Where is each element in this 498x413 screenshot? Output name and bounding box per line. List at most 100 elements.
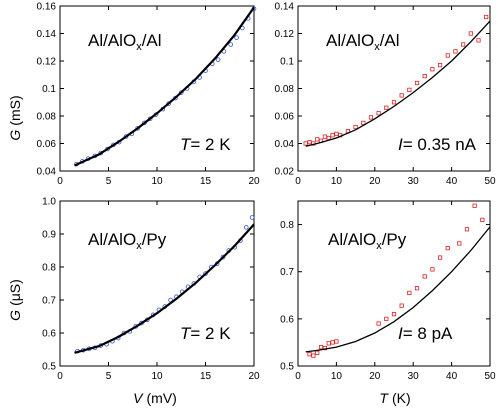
y-tick-label: 0.06 — [275, 112, 295, 123]
data-point — [414, 286, 420, 291]
data-point — [376, 321, 381, 326]
data-point — [303, 141, 308, 146]
y-tick-label: 0.14 — [275, 2, 295, 13]
x-tick-label: 0 — [295, 176, 301, 187]
x-tick-label: 10 — [331, 176, 343, 187]
data-point — [376, 111, 381, 116]
data-point — [215, 57, 221, 62]
x-tick-label: 40 — [446, 176, 458, 187]
condition-label: I= 0.35 nA — [398, 135, 477, 154]
y-tick-label: 0.8 — [42, 263, 56, 274]
data-point — [307, 140, 312, 145]
data-point — [322, 345, 327, 351]
y-tick-label: 0.12 — [275, 29, 295, 40]
data-point — [315, 350, 320, 355]
x-tick-label: 50 — [484, 176, 496, 187]
x-tick-label: 0 — [57, 371, 63, 382]
data-point — [307, 352, 312, 357]
y-tick-label: 0.9 — [42, 230, 56, 241]
x-tick-label: 10 — [151, 371, 163, 382]
y-tick-label: 0.14 — [37, 29, 57, 40]
y-tick-label: 0.04 — [37, 167, 57, 178]
y-tick-label: 0.04 — [275, 139, 295, 150]
data-point — [414, 80, 420, 86]
data-point — [361, 120, 366, 125]
x-tick-label: 15 — [200, 176, 212, 187]
y-axis-label-top: G(mS) — [7, 95, 23, 140]
x-tick-label: 20 — [369, 371, 381, 382]
x-tick-label: 30 — [408, 371, 420, 382]
fit-curve — [74, 223, 255, 354]
data-point — [407, 290, 412, 296]
y-tick-label: 0.1 — [280, 57, 294, 68]
y-tick-label: 0.02 — [275, 167, 295, 178]
x-tick-label: 15 — [200, 371, 212, 382]
data-point — [399, 93, 404, 98]
x-tick-label: 10 — [331, 371, 343, 382]
y-tick-label: 0.08 — [37, 112, 57, 123]
condition-label: T= 2 K — [180, 135, 231, 154]
x-tick-label: 0 — [295, 371, 301, 382]
data-point — [430, 67, 435, 72]
x-tick-label: 10 — [151, 176, 163, 187]
data-point — [243, 225, 249, 230]
y-tick-label: 0.1 — [42, 84, 56, 95]
data-point — [384, 316, 389, 321]
y-tick-label: 0.06 — [37, 139, 57, 150]
data-point — [422, 274, 427, 279]
x-tick-label: 30 — [408, 176, 420, 187]
data-point — [407, 87, 412, 92]
data-point — [334, 131, 339, 136]
y-tick-label: 0.6 — [280, 314, 294, 325]
x-tick-label: 0 — [57, 176, 63, 187]
junction-label: Al/AlOx/Al — [326, 31, 400, 53]
y-axis-label-bottom: G(μS) — [7, 279, 23, 321]
data-point — [457, 241, 462, 246]
condition-label: T= 2 K — [180, 324, 231, 343]
y-tick-label: 0.6 — [42, 329, 56, 340]
data-point — [437, 63, 443, 68]
data-point — [422, 74, 427, 79]
panel-top-right: 0 10 20 30 40 50 0.02 0.04 0.06 0.08 0.1 0.12 0.14 Al… — [275, 2, 496, 188]
data-point — [461, 42, 466, 47]
data-point — [437, 255, 443, 260]
data-point — [384, 105, 389, 110]
data-point — [391, 312, 397, 317]
condition-label: I= 8 pA — [398, 324, 453, 343]
data-point — [445, 53, 450, 58]
fit-curve — [305, 20, 491, 147]
data-point — [480, 217, 485, 222]
data-point — [135, 126, 140, 131]
data-point — [399, 303, 404, 308]
fit-curve — [305, 226, 491, 353]
fit-curve — [74, 6, 255, 167]
x-tick-label: 40 — [446, 371, 458, 382]
data-point — [322, 134, 327, 139]
panel-top-left: 0 5 10 15 20 0.04 0.06 0.08 0.1 0.12 0.14 0.16 Al/Al… — [37, 2, 260, 188]
data-point — [368, 115, 374, 120]
data-point — [476, 38, 481, 43]
x-tick-label: 5 — [106, 176, 112, 187]
data-point — [453, 49, 458, 54]
y-tick-label: 0.8 — [280, 220, 294, 231]
y-tick-label: 0.08 — [275, 84, 295, 95]
data-point — [430, 267, 435, 272]
panel-bottom-right: 0 10 20 30 40 50 0.5 0.6 0.7 0.8 Al/AlOx/Py I= 8 pA — [280, 200, 496, 382]
panel-bottom-left: 0 5 10 15 20 0.5 0.6 0.7 0.8 0.9 1.0 Al/AlOx/Py T= 2… — [42, 197, 260, 383]
x-tick-label: 20 — [248, 176, 260, 187]
x-tick-label: 20 — [248, 371, 260, 382]
junction-label: Al/AlOx/Py — [88, 230, 167, 252]
x-axis-label-left: V (mV) — [133, 390, 177, 406]
data-point — [353, 124, 358, 130]
data-point — [484, 14, 489, 20]
data-point — [468, 31, 473, 36]
x-tick-label: 20 — [369, 176, 381, 187]
y-tick-label: 0.12 — [37, 57, 57, 68]
junction-label: Al/AlOx/Al — [88, 31, 162, 53]
y-tick-label: 0.7 — [280, 267, 294, 278]
plot-frame — [297, 200, 491, 367]
data-point — [445, 246, 450, 251]
y-tick-label: 0.7 — [42, 296, 56, 307]
y-tick-label: 0.16 — [37, 2, 57, 13]
